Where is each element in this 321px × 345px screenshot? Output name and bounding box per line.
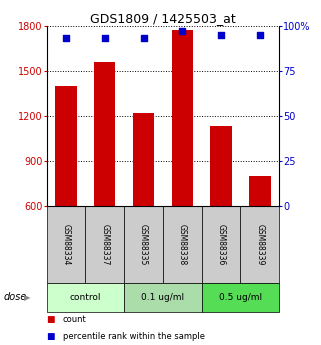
Text: ■: ■ [47, 332, 55, 341]
Bar [249, 176, 271, 206]
Bar [124, 283, 202, 312]
Point [141, 36, 146, 41]
Bar [47, 206, 85, 283]
Point [257, 32, 263, 38]
Text: GSM88334: GSM88334 [61, 224, 70, 265]
Text: 0.1 ug/ml: 0.1 ug/ml [141, 293, 185, 302]
Text: 0.5 ug/ml: 0.5 ug/ml [219, 293, 262, 302]
Title: GDS1809 / 1425503_at: GDS1809 / 1425503_at [90, 12, 236, 25]
Bar [240, 206, 279, 283]
Point [180, 29, 185, 34]
Bar [172, 30, 193, 206]
Point [63, 36, 68, 41]
Bar [163, 206, 202, 283]
Point [219, 32, 224, 38]
Text: percentile rank within the sample: percentile rank within the sample [63, 332, 204, 341]
Text: GSM88335: GSM88335 [139, 224, 148, 265]
Text: GSM88337: GSM88337 [100, 224, 109, 265]
Text: control: control [70, 293, 101, 302]
Text: dose: dose [3, 293, 27, 302]
Bar [47, 283, 124, 312]
Text: count: count [63, 315, 86, 324]
Bar [133, 113, 154, 206]
Text: GSM88339: GSM88339 [256, 224, 265, 265]
Bar [124, 206, 163, 283]
Text: GSM88336: GSM88336 [217, 224, 226, 265]
Bar [211, 127, 232, 206]
Text: ▶: ▶ [24, 293, 30, 302]
Text: GSM88338: GSM88338 [178, 224, 187, 265]
Bar [85, 206, 124, 283]
Bar [202, 283, 279, 312]
Bar [94, 62, 115, 206]
Text: ■: ■ [47, 315, 55, 324]
Bar [55, 86, 77, 206]
Bar [202, 206, 240, 283]
Point [102, 36, 107, 41]
